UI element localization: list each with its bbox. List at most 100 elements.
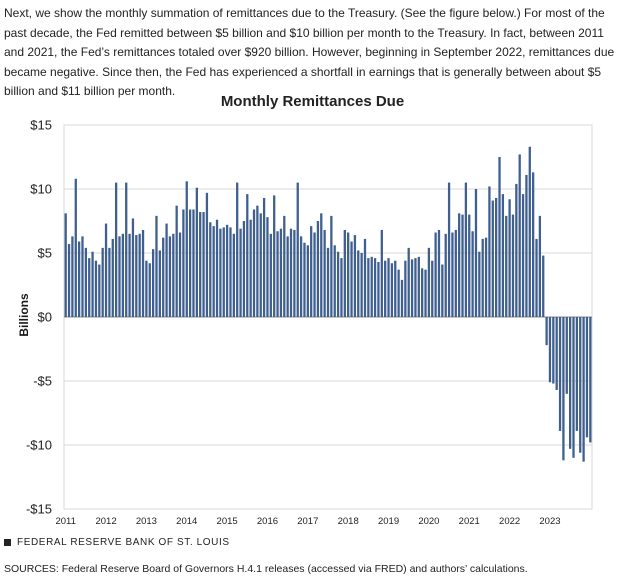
bar <box>347 232 350 317</box>
bar <box>400 279 404 317</box>
bar <box>350 241 353 317</box>
bar <box>521 194 525 317</box>
bar <box>384 260 387 317</box>
bar <box>437 229 441 317</box>
bar <box>195 187 198 317</box>
bar <box>273 195 276 317</box>
x-tick-label: 2022 <box>499 516 520 527</box>
bar <box>565 317 568 394</box>
bar <box>185 181 188 317</box>
bar <box>491 200 494 317</box>
bar <box>367 258 370 317</box>
bar <box>377 261 380 317</box>
bar <box>323 229 326 317</box>
bar <box>199 212 202 317</box>
x-tick-label: 2017 <box>297 516 318 527</box>
bar <box>380 229 383 317</box>
bar <box>535 238 538 317</box>
bar <box>558 317 562 431</box>
bar <box>158 250 161 317</box>
intro-paragraph: Next, we show the monthly summation of r… <box>4 6 615 98</box>
bar <box>77 241 81 317</box>
bar <box>209 222 212 317</box>
bar <box>417 256 420 317</box>
bar <box>370 256 373 317</box>
bar <box>151 249 155 317</box>
bar <box>330 215 333 317</box>
bar <box>125 182 128 317</box>
bar <box>71 236 74 317</box>
bar <box>262 197 266 317</box>
bar <box>145 260 148 317</box>
bar <box>394 260 397 317</box>
bar <box>579 317 582 453</box>
y-tick-labels: $15 $10 $5 $0 -$5 -$10 -$15 <box>26 118 52 517</box>
bar <box>104 223 108 317</box>
bar <box>397 269 400 317</box>
bar <box>252 209 256 317</box>
x-tick-label: 2021 <box>459 516 480 527</box>
bar <box>162 237 165 317</box>
bar <box>441 264 444 317</box>
bar <box>148 263 151 317</box>
bar <box>289 228 293 317</box>
remittances-bar-chart: $15$10$5$0-$5-$10-$15 2011 2012 2013 2014 20… <box>26 118 593 527</box>
bar <box>484 237 488 317</box>
bar <box>373 258 377 317</box>
bar <box>215 219 219 317</box>
bar <box>538 215 542 317</box>
bar <box>589 317 592 443</box>
bar <box>178 232 182 317</box>
bar <box>421 268 424 317</box>
bar <box>168 236 172 317</box>
bar <box>202 212 205 317</box>
bar <box>165 223 168 317</box>
bar <box>101 247 104 317</box>
x-tick-labels: 2011 2012 2013 2014 2015 2016 2017 2018 2019 2020… <box>55 516 560 527</box>
branding-text: FEDERAL RESERVE BANK OF ST. LOUIS <box>17 537 230 548</box>
bar <box>545 317 548 346</box>
x-tick-label: 2018 <box>338 516 359 527</box>
bar <box>447 182 451 317</box>
bar <box>259 213 262 317</box>
bar <box>363 238 367 317</box>
bar <box>336 251 340 317</box>
bar <box>458 213 461 317</box>
bar <box>313 232 316 317</box>
bar <box>464 182 468 317</box>
bar <box>505 215 508 317</box>
y-tick-label: -$10 <box>26 438 52 453</box>
bar <box>461 214 464 317</box>
bar <box>121 233 124 317</box>
bar <box>205 192 209 317</box>
bar <box>444 233 447 317</box>
bar <box>111 238 114 317</box>
bar <box>498 157 501 317</box>
bar <box>414 258 417 317</box>
bar <box>266 217 269 317</box>
bar <box>219 228 222 317</box>
bars <box>64 146 592 462</box>
bar <box>131 218 135 317</box>
bar <box>495 197 498 317</box>
bar <box>390 263 394 317</box>
bar <box>222 227 225 317</box>
bar <box>239 228 242 317</box>
bar <box>296 182 299 317</box>
bar <box>306 245 309 317</box>
x-tick-label: 2020 <box>418 516 439 527</box>
bar <box>387 258 390 317</box>
bar <box>249 219 252 317</box>
bar <box>360 253 363 317</box>
bar <box>407 247 410 317</box>
bar <box>326 247 330 317</box>
y-tick-label: -$15 <box>26 502 52 517</box>
bar <box>276 231 279 317</box>
bar <box>569 317 572 449</box>
y-tick-label: -$5 <box>33 374 52 389</box>
bar <box>357 250 360 317</box>
bar <box>64 213 67 317</box>
bar <box>67 244 71 317</box>
bar <box>552 317 555 384</box>
bar <box>548 317 552 383</box>
